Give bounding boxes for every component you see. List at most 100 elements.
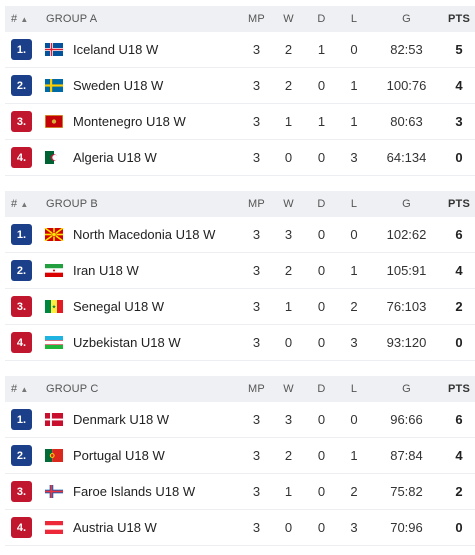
rank-sort-header[interactable]: # ▲ <box>5 13 43 25</box>
table-row[interactable]: 1. Iceland U18 W 3 2 1 0 82:53 5 <box>5 32 475 68</box>
table-header: # ▲ GROUP A MP W D L G PTS <box>5 6 475 32</box>
goals: 70:96 <box>390 520 423 535</box>
team-name[interactable]: Senegal U18 W <box>73 299 165 314</box>
rank-badge: 4. <box>11 332 32 353</box>
w-header[interactable]: W <box>283 13 294 25</box>
table-row[interactable]: 2. Sweden U18 W 3 2 0 1 100:76 4 <box>5 68 475 104</box>
draws: 0 <box>317 227 326 242</box>
team-name[interactable]: Faroe Islands U18 W <box>73 484 196 499</box>
group-title: GROUP B <box>46 198 98 210</box>
points: 2 <box>455 484 463 499</box>
losses: 3 <box>350 150 358 165</box>
montenegro-flag-icon <box>44 115 64 128</box>
goals: 75:82 <box>390 484 423 499</box>
goals: 102:62 <box>386 227 427 242</box>
team-name[interactable]: Uzbekistan U18 W <box>73 335 181 350</box>
wins: 0 <box>284 520 293 535</box>
g-header[interactable]: G <box>402 198 411 210</box>
w-header[interactable]: W <box>283 383 294 395</box>
points: 4 <box>455 448 463 463</box>
goals: 93:120 <box>386 335 427 350</box>
table-row[interactable]: 4. Algeria U18 W 3 0 0 3 64:134 0 <box>5 140 475 176</box>
d-header[interactable]: D <box>317 13 326 25</box>
team-name[interactable]: Portugal U18 W <box>73 448 165 463</box>
team-name[interactable]: Iran U18 W <box>73 263 139 278</box>
wins: 1 <box>284 484 293 499</box>
rank-sort-header[interactable]: # ▲ <box>5 198 43 210</box>
points: 0 <box>455 520 463 535</box>
rank-badge: 1. <box>11 224 32 245</box>
rank-sort-header[interactable]: # ▲ <box>5 383 43 395</box>
losses: 0 <box>350 412 358 427</box>
rank-header-label: # <box>11 198 18 210</box>
losses: 1 <box>350 263 358 278</box>
pts-header[interactable]: PTS <box>448 13 470 25</box>
losses: 2 <box>350 299 358 314</box>
draws: 0 <box>317 520 326 535</box>
table-row[interactable]: 2. Portugal U18 W 3 2 0 1 87:84 4 <box>5 438 475 474</box>
d-header[interactable]: D <box>317 383 326 395</box>
losses: 0 <box>350 227 358 242</box>
denmark-flag-icon <box>44 413 64 426</box>
wins: 2 <box>284 448 293 463</box>
pts-header[interactable]: PTS <box>448 383 470 395</box>
team-name[interactable]: Iceland U18 W <box>73 42 159 57</box>
goals: 80:63 <box>390 114 423 129</box>
wins: 0 <box>284 150 293 165</box>
wins: 1 <box>284 114 293 129</box>
goals: 76:103 <box>386 299 427 314</box>
sweden-flag-icon <box>44 79 64 92</box>
d-header[interactable]: D <box>317 198 326 210</box>
l-header[interactable]: L <box>350 13 358 25</box>
w-header[interactable]: W <box>283 198 294 210</box>
sort-arrow-icon: ▲ <box>20 384 29 394</box>
mp-header[interactable]: MP <box>248 13 265 25</box>
team-name[interactable]: Austria U18 W <box>73 520 157 535</box>
table-row[interactable]: 2. Iran U18 W 3 2 0 1 105:91 4 <box>5 253 475 289</box>
team-name[interactable]: Algeria U18 W <box>73 150 157 165</box>
matches-played: 3 <box>252 448 261 463</box>
rank-badge: 4. <box>11 517 32 538</box>
draws: 0 <box>317 448 326 463</box>
points: 6 <box>455 412 463 427</box>
l-header[interactable]: L <box>350 383 358 395</box>
wins: 1 <box>284 299 293 314</box>
team-name[interactable]: Montenegro U18 W <box>73 114 186 129</box>
losses: 2 <box>350 484 358 499</box>
losses: 0 <box>350 42 358 57</box>
losses: 3 <box>350 335 358 350</box>
table-row[interactable]: 3. Montenegro U18 W 3 1 1 1 80:63 3 <box>5 104 475 140</box>
mp-header[interactable]: MP <box>248 383 265 395</box>
points: 6 <box>455 227 463 242</box>
draws: 0 <box>317 299 326 314</box>
g-header[interactable]: G <box>402 13 411 25</box>
pts-header[interactable]: PTS <box>448 198 470 210</box>
l-header[interactable]: L <box>350 198 358 210</box>
losses: 1 <box>350 114 358 129</box>
team-name[interactable]: North Macedonia U18 W <box>73 227 216 242</box>
sort-arrow-icon: ▲ <box>20 199 29 209</box>
mp-header[interactable]: MP <box>248 198 265 210</box>
wins: 3 <box>284 227 293 242</box>
iceland-flag-icon <box>44 43 64 56</box>
rank-badge: 4. <box>11 147 32 168</box>
table-row[interactable]: 4. Uzbekistan U18 W 3 0 0 3 93:120 0 <box>5 325 475 361</box>
rank-badge: 2. <box>11 445 32 466</box>
wins: 2 <box>284 42 293 57</box>
g-header[interactable]: G <box>402 383 411 395</box>
table-row[interactable]: 4. Austria U18 W 3 0 0 3 70:96 0 <box>5 510 475 546</box>
points: 0 <box>455 335 463 350</box>
draws: 0 <box>317 335 326 350</box>
points: 2 <box>455 299 463 314</box>
table-row[interactable]: 3. Senegal U18 W 3 1 0 2 76:103 2 <box>5 289 475 325</box>
draws: 1 <box>317 114 326 129</box>
matches-played: 3 <box>252 78 261 93</box>
rank-header-label: # <box>11 13 18 25</box>
points: 5 <box>455 42 463 57</box>
team-name[interactable]: Sweden U18 W <box>73 78 164 93</box>
matches-played: 3 <box>252 520 261 535</box>
team-name[interactable]: Denmark U18 W <box>73 412 170 427</box>
table-row[interactable]: 3. Faroe Islands U18 W 3 1 0 2 75:82 2 <box>5 474 475 510</box>
table-row[interactable]: 1. Denmark U18 W 3 3 0 0 96:66 6 <box>5 402 475 438</box>
table-row[interactable]: 1. North Macedonia U18 W 3 3 0 0 102:62 … <box>5 217 475 253</box>
